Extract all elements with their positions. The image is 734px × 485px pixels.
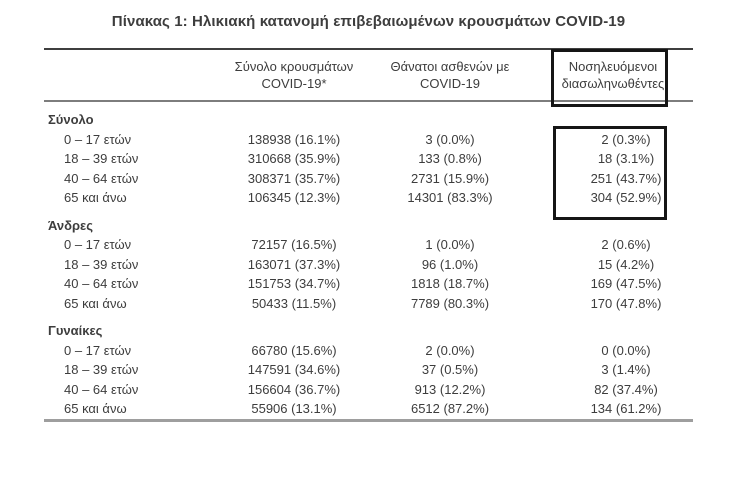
header-deaths-line1: Θάνατοι ασθενών με	[390, 59, 510, 74]
table-row: 0 – 17 ετών 66780 (15.6%) 2 (0.0%) 0 (0.…	[44, 341, 693, 361]
table-row: 65 και άνω 106345 (12.3%) 14301 (83.3%) …	[44, 188, 693, 208]
cell-cases: 138938 (16.1%)	[247, 131, 341, 147]
cell-intubated: 304 (52.9%)	[590, 190, 662, 206]
cell-deaths: 2 (0.0%)	[425, 342, 475, 358]
cell-age: 0 – 17 ετών	[64, 342, 132, 358]
cell-deaths: 2731 (15.9%)	[410, 170, 490, 186]
cell-cases: 72157 (16.5%)	[251, 237, 337, 253]
cell-age: 65 και άνω	[64, 295, 127, 311]
cell-cases: 151753 (34.7%)	[247, 276, 341, 292]
table-bottom-rule	[44, 418, 693, 422]
header-total-cases-line2: COVID-19*	[261, 76, 327, 91]
header-intubated: Νοσηλευόμενοι διασωληνωθέντες	[559, 50, 693, 100]
cell-age: 0 – 17 ετών	[64, 131, 132, 147]
cell-age: 65 και άνω	[64, 401, 127, 417]
section-label-women: Γυναίκες	[48, 323, 103, 339]
table-row: 40 – 64 ετών 151753 (34.7%) 1818 (18.7%)…	[44, 274, 693, 294]
cell-intubated: 0 (0.0%)	[601, 342, 651, 358]
table-row: 0 – 17 ετών 72157 (16.5%) 1 (0.0%) 2 (0.…	[44, 235, 693, 255]
header-total-cases: Σύνολο κρουσμάτων COVID-19*	[199, 50, 389, 100]
table-row: 18 – 39 ετών 310668 (35.9%) 133 (0.8%) 1…	[44, 149, 693, 169]
cell-intubated: 18 (3.1%)	[597, 151, 655, 167]
header-empty	[44, 50, 199, 100]
cell-intubated: 134 (61.2%)	[590, 401, 662, 417]
cell-intubated: 251 (43.7%)	[590, 170, 662, 186]
table-row: 40 – 64 ετών 156604 (36.7%) 913 (12.2%) …	[44, 380, 693, 400]
cell-intubated: 3 (1.4%)	[601, 362, 651, 378]
cell-intubated: 169 (47.5%)	[590, 276, 662, 292]
cell-cases: 156604 (36.7%)	[247, 381, 341, 397]
table-top-rule	[44, 48, 693, 50]
cell-deaths: 6512 (87.2%)	[410, 401, 490, 417]
cell-cases: 163071 (37.3%)	[247, 256, 341, 272]
cell-age: 18 – 39 ετών	[64, 362, 139, 378]
header-intubated-line1: Νοσηλευόμενοι	[568, 59, 658, 74]
cell-cases: 66780 (15.6%)	[251, 342, 337, 358]
cell-deaths: 7789 (80.3%)	[410, 295, 490, 311]
header-total-cases-line1: Σύνολο κρουσμάτων	[234, 59, 354, 74]
header-deaths: Θάνατοι ασθενών με COVID-19	[389, 50, 559, 100]
cell-cases: 106345 (12.3%)	[247, 190, 341, 206]
table-row: 18 – 39 ετών 147591 (34.6%) 37 (0.5%) 3 …	[44, 360, 693, 380]
section-label-total: Σύνολο	[48, 112, 94, 128]
table-row: 65 και άνω 50433 (11.5%) 7789 (80.3%) 17…	[44, 294, 693, 314]
table-header-rule	[44, 100, 693, 102]
cell-intubated: 2 (0.6%)	[601, 237, 651, 253]
cell-age: 40 – 64 ετών	[64, 381, 139, 397]
covid-age-table: Σύνολο κρουσμάτων COVID-19* Θάνατοι ασθε…	[44, 48, 693, 422]
page-title: Πίνακας 1: Ηλικιακή κατανομή επιβεβαιωμέ…	[111, 13, 626, 30]
cell-deaths: 913 (12.2%)	[414, 381, 486, 397]
cell-age: 40 – 64 ετών	[64, 276, 139, 292]
cell-cases: 55906 (13.1%)	[251, 401, 337, 417]
cell-age: 18 – 39 ετών	[64, 256, 139, 272]
cell-intubated: 82 (37.4%)	[594, 381, 658, 397]
cell-age: 40 – 64 ετών	[64, 170, 139, 186]
cell-deaths: 1818 (18.7%)	[410, 276, 490, 292]
header-intubated-line2: διασωληνωθέντες	[561, 76, 665, 91]
table-row: 65 και άνω 55906 (13.1%) 6512 (87.2%) 13…	[44, 399, 693, 419]
cell-age: 18 – 39 ετών	[64, 151, 139, 167]
table-header-row: Σύνολο κρουσμάτων COVID-19* Θάνατοι ασθε…	[44, 50, 693, 100]
cell-cases: 147591 (34.6%)	[247, 362, 341, 378]
cell-intubated: 15 (4.2%)	[597, 256, 655, 272]
cell-cases: 310668 (35.9%)	[247, 151, 341, 167]
cell-deaths: 133 (0.8%)	[418, 151, 482, 167]
table-row: 18 – 39 ετών 163071 (37.3%) 96 (1.0%) 15…	[44, 255, 693, 275]
header-deaths-line2: COVID-19	[420, 76, 480, 91]
table-row: 40 – 64 ετών 308371 (35.7%) 2731 (15.9%)…	[44, 169, 693, 189]
cell-deaths: 1 (0.0%)	[425, 237, 475, 253]
cell-intubated: 2 (0.3%)	[601, 131, 651, 147]
cell-deaths: 14301 (83.3%)	[407, 190, 493, 206]
section-label-men: Άνδρες	[48, 217, 93, 233]
table-row: 0 – 17 ετών 138938 (16.1%) 3 (0.0%) 2 (0…	[44, 130, 693, 150]
cell-deaths: 96 (1.0%)	[421, 256, 479, 272]
cell-age: 65 και άνω	[64, 190, 127, 206]
cell-intubated: 170 (47.8%)	[590, 295, 662, 311]
cell-deaths: 37 (0.5%)	[421, 362, 479, 378]
cell-age: 0 – 17 ετών	[64, 237, 132, 253]
cell-cases: 308371 (35.7%)	[247, 170, 341, 186]
cell-cases: 50433 (11.5%)	[251, 295, 337, 311]
cell-deaths: 3 (0.0%)	[425, 131, 475, 147]
